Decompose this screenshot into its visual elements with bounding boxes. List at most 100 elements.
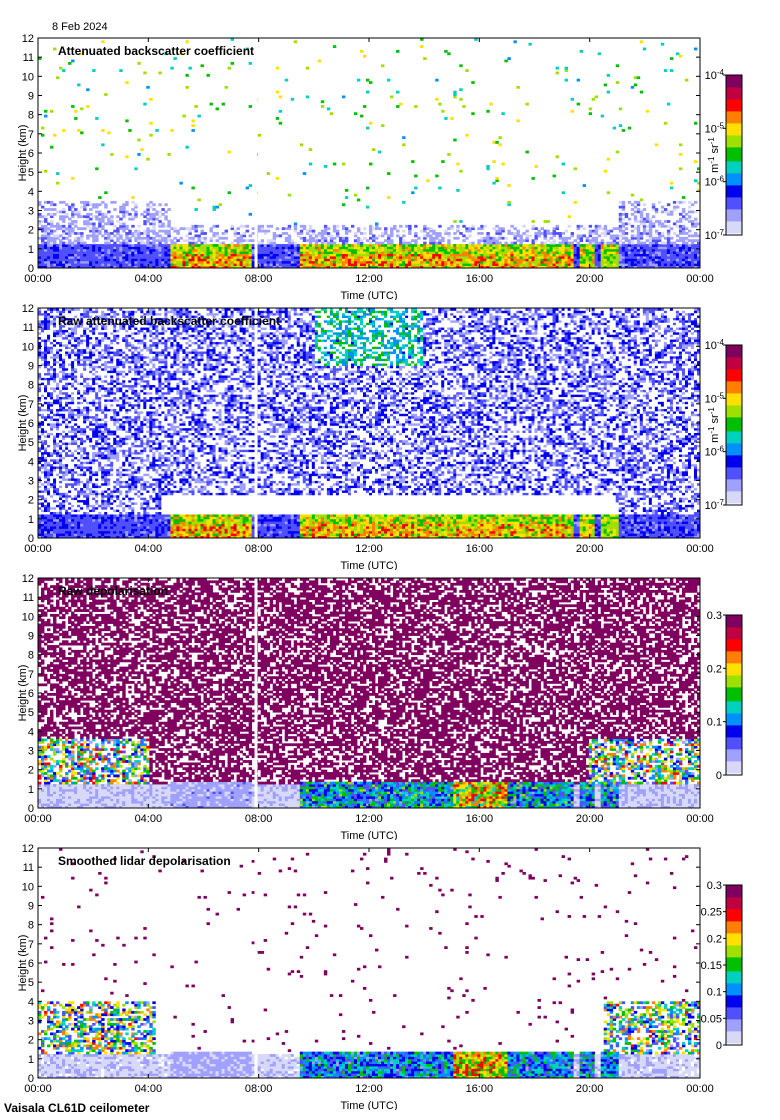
y-tick-label: 9 bbox=[28, 91, 34, 103]
x-tick-label: 00:00 bbox=[686, 813, 714, 825]
x-tick-label: 12:00 bbox=[355, 1083, 383, 1095]
x-tick-label: 04:00 bbox=[135, 543, 163, 555]
y-tick-label: 8 bbox=[28, 650, 34, 662]
x-tick-label: 04:00 bbox=[135, 1083, 163, 1095]
y-tick-label: 0 bbox=[28, 803, 34, 815]
y-tick-label: 7 bbox=[28, 399, 34, 411]
y-tick-label: 1 bbox=[28, 244, 34, 256]
x-tick-label: 00:00 bbox=[24, 543, 52, 555]
y-tick-label: 3 bbox=[28, 206, 34, 218]
y-tick-label: 8 bbox=[28, 920, 34, 932]
y-tick-label: 6 bbox=[28, 148, 34, 160]
x-tick-label: 00:00 bbox=[686, 543, 714, 555]
y-tick-label: 5 bbox=[28, 977, 34, 989]
y-tick-label: 2 bbox=[28, 225, 34, 237]
colorbar-tick-label: 0.1 bbox=[707, 717, 722, 729]
x-tick-label: 00:00 bbox=[24, 273, 52, 285]
y-tick-label: 11 bbox=[23, 52, 34, 64]
y-tick-label: 3 bbox=[28, 476, 34, 488]
data-gap bbox=[254, 308, 258, 538]
y-tick-label: 7 bbox=[28, 939, 34, 951]
x-tick-label: 08:00 bbox=[245, 543, 273, 555]
y-tick-label: 5 bbox=[28, 437, 34, 449]
y-tick-label: 12 bbox=[22, 843, 34, 855]
x-tick-label: 08:00 bbox=[245, 1083, 273, 1095]
colorbar: 10-4 10-5 10-6 10-7 m-1 sr-1 bbox=[705, 68, 743, 243]
colorbar-tick-label: 0.2 bbox=[707, 663, 722, 675]
y-tick-label: 2 bbox=[28, 1035, 34, 1047]
heatmap-cells bbox=[38, 38, 700, 268]
date-label: 8 Feb 2024 bbox=[52, 21, 108, 33]
panel-title: Raw depolarisation bbox=[58, 584, 168, 598]
y-tick-label: 10 bbox=[22, 881, 34, 893]
colorbar-tick-label: 0.05 bbox=[701, 1013, 722, 1025]
x-tick-label: 16:00 bbox=[466, 543, 494, 555]
y-tick-label: 3 bbox=[28, 746, 34, 758]
y-tick-label: 4 bbox=[28, 996, 34, 1008]
y-tick-label: 6 bbox=[28, 418, 34, 430]
y-tick-label: 3 bbox=[28, 1016, 34, 1028]
x-tick-label: 20:00 bbox=[576, 813, 604, 825]
y-tick-label: 4 bbox=[28, 726, 34, 738]
x-tick-label: 04:00 bbox=[135, 813, 163, 825]
y-axis-label: Height (km) bbox=[17, 395, 29, 452]
y-tick-label: 12 bbox=[22, 573, 34, 585]
x-axis-label: Time (UTC) bbox=[340, 560, 397, 570]
x-tick-label: 00:00 bbox=[686, 1083, 714, 1095]
x-tick-label: 08:00 bbox=[245, 273, 273, 285]
y-tick-label: 8 bbox=[28, 380, 34, 392]
x-tick-label: 12:00 bbox=[355, 543, 383, 555]
panel-3: 0 1 2 3 4 5 6 7 8 9 10 11 12 00:00 04:00 08:00 12:00 16:0… bbox=[0, 810, 780, 1110]
y-tick-label: 10 bbox=[22, 611, 34, 623]
y-tick-label: 1 bbox=[28, 1054, 34, 1066]
panel-2: 0 1 2 3 4 5 6 7 8 9 10 11 12 00:00 04:00 08:00 12:00 16:0… bbox=[0, 540, 780, 840]
colorbar-unit: m-1 sr-1 bbox=[707, 407, 722, 443]
y-axis-label: Height (km) bbox=[17, 665, 29, 722]
y-tick-label: 10 bbox=[22, 341, 34, 353]
x-axis-label: Time (UTC) bbox=[340, 830, 397, 840]
y-tick-label: 6 bbox=[28, 688, 34, 700]
colorbar-tick-label: 0 bbox=[716, 1040, 722, 1052]
y-axis-label: Height (km) bbox=[17, 935, 29, 992]
colorbar-tick-label: 10-5 bbox=[705, 391, 725, 406]
colorbar-tick-label: 10-7 bbox=[705, 228, 725, 243]
x-tick-label: 00:00 bbox=[686, 273, 714, 285]
colorbar-tick-label: 10-6 bbox=[705, 444, 725, 459]
x-tick-label: 20:00 bbox=[576, 273, 604, 285]
x-axis-label: Time (UTC) bbox=[340, 290, 397, 300]
colorbar-tick-label: 0.3 bbox=[707, 610, 722, 622]
y-tick-label: 5 bbox=[28, 167, 34, 179]
colorbar-tick-label: 0.3 bbox=[707, 880, 722, 892]
panel-title: Raw attenuated backscatter coefficient bbox=[58, 314, 280, 328]
colorbar-tick-label: 10-7 bbox=[705, 498, 725, 513]
data-gap bbox=[254, 578, 258, 808]
y-tick-label: 2 bbox=[28, 765, 34, 777]
colorbar-tick-label: 0.2 bbox=[707, 933, 722, 945]
colorbar-tick-label: 10-4 bbox=[705, 338, 725, 353]
colorbar-tick-label: 0.25 bbox=[701, 907, 722, 919]
x-tick-label: 16:00 bbox=[466, 1083, 494, 1095]
y-tick-label: 1 bbox=[28, 514, 34, 526]
y-tick-label: 5 bbox=[28, 707, 34, 719]
y-tick-label: 4 bbox=[28, 456, 34, 468]
y-tick-label: 9 bbox=[28, 901, 34, 913]
colorbar: 10-4 10-5 10-6 10-7 m-1 sr-1 bbox=[705, 338, 743, 513]
colorbar-unit: m-1 sr-1 bbox=[707, 137, 722, 173]
y-tick-label: 1 bbox=[28, 784, 34, 796]
panel-title: Smoothed lidar depolarisation bbox=[58, 854, 231, 868]
y-tick-label: 10 bbox=[22, 71, 34, 83]
y-tick-label: 0 bbox=[28, 263, 34, 275]
x-tick-label: 00:00 bbox=[24, 1083, 52, 1095]
y-tick-label: 7 bbox=[28, 129, 34, 141]
colorbar-tick-label: 10-4 bbox=[705, 68, 725, 83]
data-gap bbox=[254, 848, 258, 1078]
y-tick-label: 0 bbox=[28, 533, 34, 545]
y-axis-label: Height (km) bbox=[17, 125, 29, 182]
colorbar-tick-label: 0.15 bbox=[701, 960, 722, 972]
x-tick-label: 00:00 bbox=[24, 813, 52, 825]
y-tick-label: 7 bbox=[28, 669, 34, 681]
